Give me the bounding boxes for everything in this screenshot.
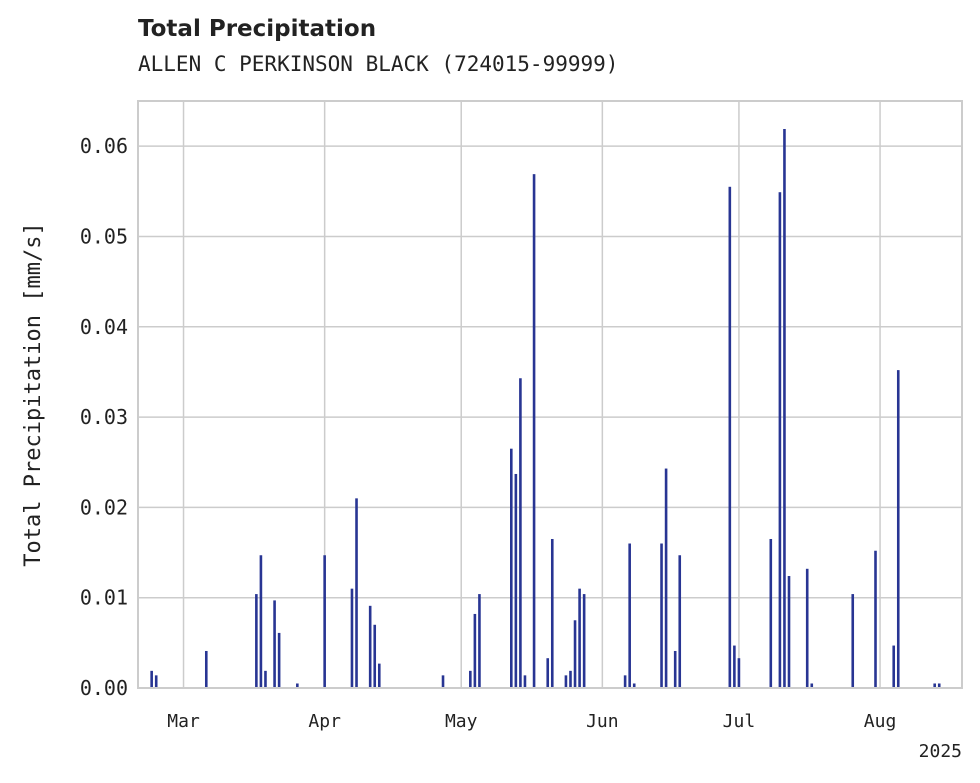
precip-bar (441, 675, 445, 688)
y-tick-label: 0.03 (80, 405, 128, 429)
precip-bar (728, 186, 732, 689)
chart-subtitle: ALLEN C PERKINSON BLACK (724015-99999) (138, 52, 619, 76)
precip-bar (737, 658, 741, 688)
precip-bar (519, 378, 522, 688)
precip-bar (582, 594, 586, 688)
precip-bar (550, 538, 554, 688)
precip-bar (150, 670, 153, 688)
precip-bar (892, 645, 896, 688)
x-tick-label: Mar (167, 711, 200, 732)
y-tick-label: 0.05 (80, 224, 128, 248)
precip-bar (673, 650, 677, 688)
precip-bar (564, 675, 568, 688)
precip-bar (255, 594, 258, 688)
precip-bar (933, 683, 936, 688)
x-axis-year-label: 2025 (919, 741, 962, 762)
precip-bar (296, 683, 299, 688)
precip-bar (778, 192, 782, 689)
precip-bar (514, 473, 518, 688)
x-tick-label: Apr (308, 711, 341, 732)
precip-bar (546, 658, 550, 688)
precip-bar (478, 594, 481, 688)
y-tick-label: 0.01 (80, 586, 128, 610)
precip-bar (787, 576, 791, 688)
y-tick-label: 0.02 (80, 495, 128, 519)
precip-bar (532, 174, 536, 688)
precip-bar (783, 128, 786, 689)
chart-title: Total Precipitation (138, 16, 377, 42)
precip-bar (733, 645, 736, 688)
precip-bar (628, 543, 631, 688)
precip-bar (896, 370, 900, 688)
precip-bar (473, 613, 477, 688)
precip-bar (259, 555, 263, 688)
precip-bar (355, 498, 358, 688)
y-tick-label: 0.04 (80, 315, 128, 339)
bars-layer (150, 128, 941, 689)
precip-bar (368, 605, 372, 688)
precip-bar (573, 620, 577, 688)
precip-bar (937, 683, 941, 688)
precip-bar (678, 555, 682, 688)
precip-bar (264, 670, 267, 688)
precip-bar (805, 568, 809, 688)
precip-bar (664, 468, 668, 688)
precip-bar (350, 588, 354, 688)
precip-bar (578, 588, 581, 688)
precip-bar (323, 555, 326, 688)
precip-bar (851, 594, 855, 688)
precip-bar (660, 543, 663, 688)
x-tick-label: Aug (864, 711, 897, 732)
y-axis-label: Total Precipitation [mm/s] (21, 222, 46, 566)
x-tick-label: Jun (586, 711, 619, 732)
precip-bar (469, 670, 472, 688)
precip-bar (623, 675, 627, 688)
precip-bar (377, 663, 381, 688)
plot-frame (137, 100, 963, 689)
precip-bar (523, 675, 527, 688)
y-tick-label: 0.00 (80, 676, 128, 700)
precip-bar (510, 448, 513, 688)
precip-bar (632, 683, 636, 688)
precip-bar (273, 600, 276, 688)
precip-bar (277, 632, 281, 688)
precip-bar (373, 624, 377, 688)
precip-bar (204, 650, 208, 688)
precip-bar (154, 675, 158, 688)
x-tick-label: May (445, 711, 478, 732)
x-tick-label: Jul (723, 711, 756, 732)
ticks-layer: 0.00 0.01 0.02 0.03 0.04 0.05 0.06 Mar Apr May Jun… (80, 134, 896, 732)
precip-bar (569, 670, 572, 688)
precip-bar (810, 683, 814, 688)
precip-bar (769, 538, 773, 688)
y-tick-label: 0.06 (80, 134, 128, 158)
precip-bar (874, 550, 877, 688)
